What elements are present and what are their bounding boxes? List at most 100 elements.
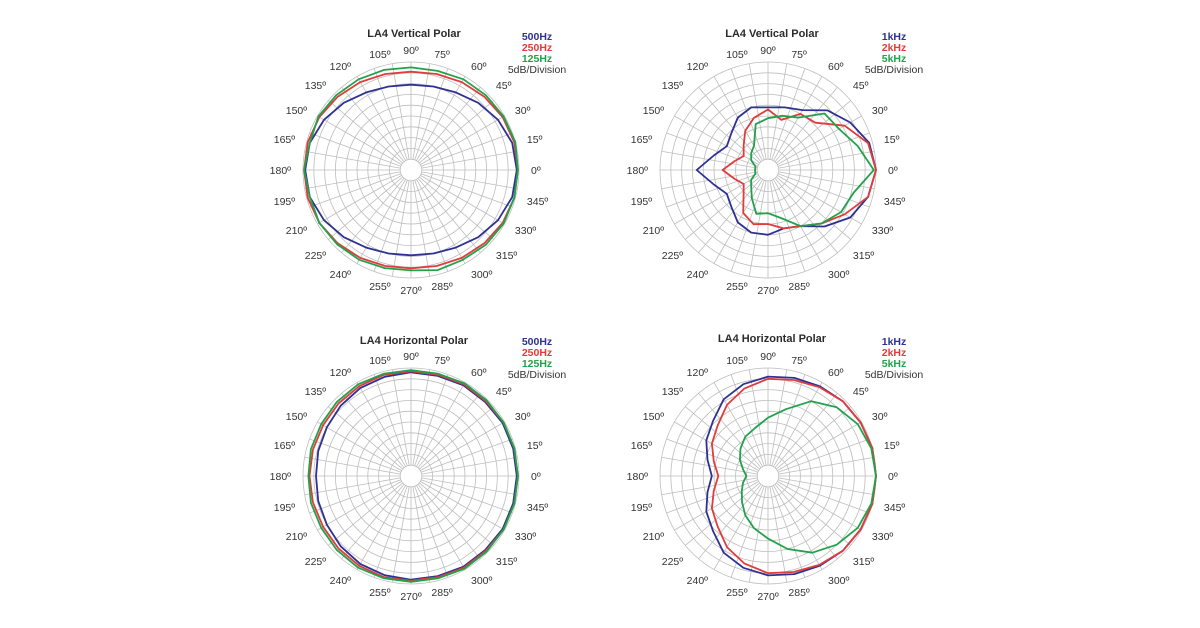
- grid-spoke: [391, 63, 410, 160]
- legend-entry: 500Hz: [522, 31, 552, 43]
- grid-spoke: [304, 456, 401, 475]
- grid-spoke: [771, 486, 806, 578]
- grid-spoke: [328, 100, 403, 164]
- grid-spoke: [421, 132, 513, 167]
- grid-spoke: [774, 484, 838, 559]
- angle-tick-label: 300º: [828, 269, 850, 281]
- grid-spoke: [416, 382, 466, 467]
- angle-tick-label: 240º: [330, 575, 352, 587]
- grid-spoke: [414, 486, 449, 578]
- angle-tick-label: 75º: [434, 49, 450, 61]
- angle-tick-label: 285º: [431, 587, 453, 599]
- grid-spoke: [304, 150, 401, 169]
- angle-tick-label: 30º: [872, 411, 888, 423]
- grid-spoke: [698, 393, 762, 468]
- chart-title: LA4 Horizontal Polar: [718, 333, 827, 345]
- grid-spoke: [317, 115, 402, 165]
- grid-spoke: [417, 484, 481, 559]
- angle-tick-label: 210º: [643, 531, 665, 543]
- grid-spoke: [391, 180, 410, 277]
- grid-spoke: [778, 438, 870, 473]
- grid-spoke: [309, 438, 401, 473]
- angle-tick-label: 330º: [515, 225, 537, 237]
- grid-spoke: [776, 176, 851, 240]
- grid-spoke: [674, 175, 759, 225]
- series-line-2khz: [721, 108, 877, 230]
- grid-spoke: [698, 484, 762, 559]
- angle-tick-label: 165º: [274, 134, 296, 146]
- grid-spoke: [419, 482, 494, 546]
- angle-tick-label: 225º: [662, 556, 684, 568]
- grid-spoke: [317, 175, 402, 225]
- grid-spoke: [776, 482, 851, 546]
- angle-tick-label: 255º: [369, 281, 391, 293]
- grid-spoke: [776, 100, 851, 164]
- angle-tick-label: 225º: [305, 556, 327, 568]
- grid-spoke: [317, 481, 402, 531]
- angle-tick-label: 180º: [270, 165, 292, 177]
- legend-entry: 500Hz: [522, 336, 552, 348]
- grid-spoke: [777, 481, 862, 531]
- angle-tick-label: 195º: [631, 196, 653, 208]
- angle-tick-label: 195º: [631, 502, 653, 514]
- angle-tick-label: 105º: [726, 49, 748, 61]
- angle-tick-label: 300º: [471, 575, 493, 587]
- angle-tick-label: 345º: [527, 502, 549, 514]
- grid-spoke: [373, 374, 408, 466]
- grid-spoke: [748, 180, 767, 277]
- grid-spoke: [420, 421, 505, 471]
- angle-tick-label: 90º: [760, 45, 776, 57]
- angle-tick-label: 135º: [662, 386, 684, 398]
- angle-tick-label: 195º: [274, 502, 296, 514]
- angle-tick-label: 165º: [631, 134, 653, 146]
- angle-tick-label: 15º: [884, 134, 900, 146]
- grid-spoke: [674, 115, 759, 165]
- angle-tick-label: 0º: [531, 165, 541, 177]
- angle-tick-label: 105º: [726, 355, 748, 367]
- legend-entry: 1kHz: [882, 31, 907, 43]
- angle-tick-label: 120º: [687, 367, 709, 379]
- angle-tick-label: 60º: [471, 61, 487, 73]
- grid-spoke: [776, 406, 851, 470]
- angle-tick-label: 165º: [631, 440, 653, 452]
- grid-spoke: [309, 132, 401, 167]
- series-line-2khz: [711, 377, 877, 575]
- grid-spoke: [391, 486, 410, 583]
- grid-spoke: [421, 150, 518, 169]
- angle-tick-label: 195º: [274, 196, 296, 208]
- angle-tick-label: 0º: [888, 471, 898, 483]
- angle-tick-label: 315º: [496, 250, 518, 262]
- angle-tick-label: 150º: [286, 105, 308, 117]
- grid-spoke: [713, 382, 763, 467]
- angle-tick-label: 285º: [788, 281, 810, 293]
- angle-tick-label: 135º: [305, 80, 327, 92]
- angle-tick-label: 75º: [791, 49, 807, 61]
- grid-spoke: [778, 132, 870, 167]
- angle-tick-label: 150º: [643, 411, 665, 423]
- grid-spoke: [373, 180, 408, 272]
- grid-spoke: [419, 176, 494, 240]
- grid-ring: [756, 158, 780, 182]
- grid-spoke: [674, 481, 759, 531]
- legend-entry: 125Hz: [522, 53, 552, 65]
- grid-spoke: [421, 479, 513, 514]
- angle-tick-label: 45º: [496, 80, 512, 92]
- grid-spoke: [414, 374, 449, 466]
- legend-entry: 125Hz: [522, 358, 552, 370]
- angle-tick-label: 120º: [687, 61, 709, 73]
- grid-spoke: [774, 178, 838, 253]
- angle-tick-label: 60º: [471, 367, 487, 379]
- grid-spoke: [341, 393, 405, 468]
- grid-spoke: [304, 171, 401, 190]
- angle-tick-label: 90º: [760, 351, 776, 363]
- grid-spoke: [773, 485, 823, 570]
- legend-entry: 5kHz: [882, 358, 907, 370]
- angle-tick-label: 255º: [726, 587, 748, 599]
- grid-spoke: [769, 369, 788, 466]
- angle-tick-label: 180º: [627, 471, 649, 483]
- angle-tick-label: 45º: [853, 386, 869, 398]
- series-line-500hz: [315, 371, 518, 581]
- legend-entry: 1kHz: [882, 336, 907, 348]
- division-note: 5dB/Division: [865, 369, 924, 381]
- angle-tick-label: 15º: [884, 440, 900, 452]
